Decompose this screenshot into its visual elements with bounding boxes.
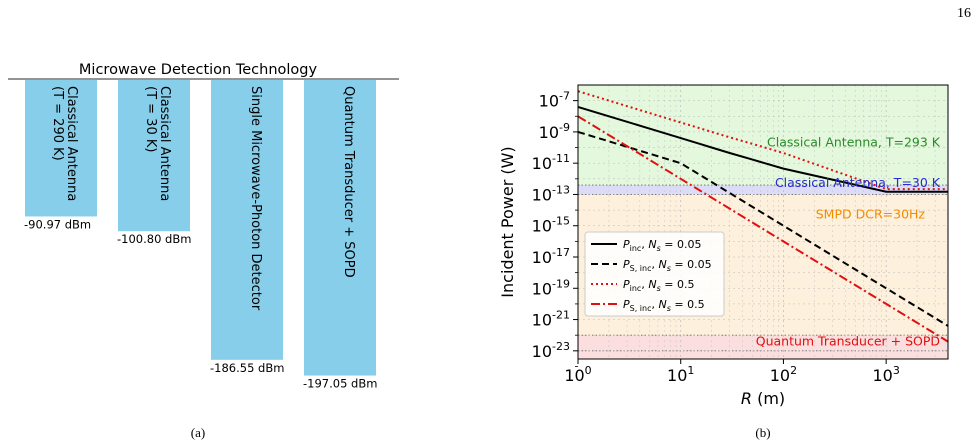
legend-label-4: PS, inc, Ns = 0.5 xyxy=(623,298,705,313)
bar-chart-panel-a: Microwave Detection Technology Classical… xyxy=(8,62,399,440)
bar-value-label-2: -100.80 dBm xyxy=(117,232,191,246)
bar-3 xyxy=(211,80,283,360)
series-line-4 xyxy=(578,115,948,343)
series-line-1 xyxy=(578,105,948,193)
region-band-4 xyxy=(578,335,948,359)
y-tick-label: 10-7 xyxy=(539,90,570,111)
x-tick-label: 102 xyxy=(770,364,797,385)
region-label-4: Quantum Transducer + SOPD xyxy=(756,333,940,348)
y-tick-label: 10-9 xyxy=(539,121,570,142)
series-line-2 xyxy=(578,130,948,327)
region-label-2: Classical Antenna, T=30 K xyxy=(775,175,941,190)
bar-category-label-1: Classical Antenna(T = 290 K) xyxy=(50,86,79,201)
y-tick-label: 10-11 xyxy=(532,152,570,173)
region-label-3: SMPD DCR=30Hz xyxy=(816,206,926,221)
y-axis-label: Incident Power (W) xyxy=(498,146,517,297)
caption-a: (a) xyxy=(191,425,205,440)
bar-category-label-4: Quantum Transducer + SOPD xyxy=(341,86,356,278)
y-tick-label: 10-13 xyxy=(532,183,570,204)
caption-b: (b) xyxy=(755,425,770,440)
bar-category-label-3: Single Microwave-Photon Detector xyxy=(248,86,263,311)
region-band-2 xyxy=(578,185,948,195)
line-chart-panel-b: 100 101 102 103 10-7 10-9 10-11 10-13 10-15 10-17… xyxy=(498,84,949,440)
legend-box xyxy=(584,231,725,317)
plot-frame xyxy=(577,84,949,360)
y-tick-label: 10-17 xyxy=(532,246,570,267)
series-line-3 xyxy=(578,90,948,191)
page-number: 16 xyxy=(957,6,971,21)
bar-1 xyxy=(25,80,97,217)
y-tick-label: 10-23 xyxy=(532,340,570,361)
legend-label-2: PS, inc, Ns = 0.05 xyxy=(623,258,712,273)
x-tick-label: 100 xyxy=(564,364,591,385)
bar-value-label-4: -197.05 dBm xyxy=(303,377,377,391)
x-axis-label: R (m) xyxy=(741,389,785,408)
bar-value-label-1: -90.97 dBm xyxy=(24,217,91,231)
y-tick-label: 10-15 xyxy=(532,215,570,236)
x-tick-label: 101 xyxy=(667,364,694,385)
region-label-1: Classical Antenna, T=293 K xyxy=(767,134,941,149)
y-tick-label: 10-21 xyxy=(532,309,570,330)
legend-label-1: Pinc, Ns = 0.05 xyxy=(623,238,701,253)
legend-label-3: Pinc, Ns = 0.5 xyxy=(623,278,694,293)
bar-chart-title: Microwave Detection Technology xyxy=(79,62,318,78)
bar-category-label-2: Classical Antenna(T = 30 K) xyxy=(143,86,172,201)
bar-4 xyxy=(304,80,376,376)
x-tick-label: 103 xyxy=(872,364,899,385)
bar-2 xyxy=(118,80,190,232)
bar-value-label-3: -186.55 dBm xyxy=(210,361,284,375)
y-tick-label: 10-19 xyxy=(532,277,570,298)
